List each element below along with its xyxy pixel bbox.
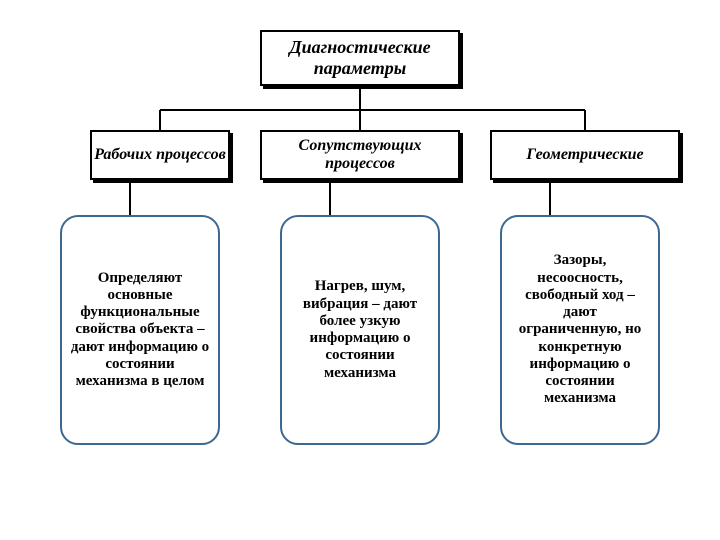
description-accompanying: Нагрев, шум, вибрация – дают более узкую…: [280, 215, 440, 445]
root-node: Диагностические параметры: [260, 30, 460, 86]
description-geometric: Зазоры, несоосность, свободный ход – даю…: [500, 215, 660, 445]
diagram-canvas: Диагностические параметры Рабочих процес…: [0, 0, 720, 540]
category-geometric: Геометрические: [490, 130, 680, 180]
description-working: Определяют основные функциональные свойс…: [60, 215, 220, 445]
category-working: Рабочих процессов: [90, 130, 230, 180]
category-accompanying: Сопутствующих процессов: [260, 130, 460, 180]
